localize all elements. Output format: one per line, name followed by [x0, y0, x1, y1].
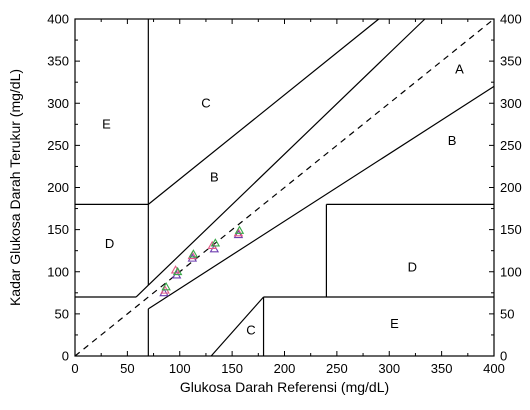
x-tick-label: 400 [483, 361, 505, 376]
data-point-s1-3 [207, 240, 217, 250]
zone-label-d-5: D [105, 236, 114, 251]
y-tick-label-right: 50 [500, 306, 514, 321]
x-tick-label: 50 [120, 361, 134, 376]
zone-label-b-2: B [210, 169, 219, 184]
zone-boundary-line-5 [147, 18, 380, 205]
x-tick-label: 350 [431, 361, 453, 376]
x-tick-label: 0 [71, 361, 78, 376]
x-tick-label: 200 [274, 361, 296, 376]
y-axis-title: Kadar Glukosa Darah Terukur (mg/dL) [7, 69, 23, 306]
y-tick-label-left: 250 [47, 138, 69, 153]
y-tick-label-left: 200 [47, 180, 69, 195]
y-tick-label-right: 150 [500, 222, 522, 237]
data-point-s2-2 [188, 249, 199, 258]
y-tick-label-right: 0 [500, 349, 507, 364]
zone-label-e-8: E [390, 316, 399, 331]
x-tick-label: 300 [378, 361, 400, 376]
y-tick-label-left: 50 [55, 306, 69, 321]
y-tick-label-right: 400 [500, 12, 522, 27]
identity-line [74, 18, 495, 357]
zone-boundary-line-7 [210, 296, 264, 357]
zone-boundaries [75, 18, 495, 357]
zone-label-e-7: E [102, 116, 111, 131]
y-tick-label-left: 100 [47, 264, 69, 279]
y-tick-label-right: 200 [500, 180, 522, 195]
zone-label-b-1: B [448, 133, 457, 148]
data-point-s2-0 [161, 282, 171, 291]
x-tick-label: 150 [221, 361, 243, 376]
identity-line-layer [74, 18, 495, 357]
data-point-s0-2 [187, 253, 198, 262]
data-points [159, 225, 245, 297]
x-tick-label: 250 [326, 361, 348, 376]
zone-boundary-line-1 [148, 85, 495, 310]
zone-labels: A B B C C D D E E [102, 62, 464, 338]
data-point-s1-1 [170, 265, 181, 274]
y-tick-label-right: 250 [500, 138, 522, 153]
zone-label-c-4: C [246, 323, 255, 338]
zone-boundary-line-3 [135, 284, 149, 298]
y-tick-label-left: 0 [62, 349, 69, 364]
y-tick-label-right: 100 [500, 264, 522, 279]
y-tick-label-left: 350 [47, 54, 69, 69]
data-point-s2-4 [234, 225, 245, 234]
zone-label-c-3: C [201, 95, 210, 110]
data-point-s0-4 [233, 229, 244, 239]
y-tick-label-left: 300 [47, 96, 69, 111]
y-tick-label-left: 400 [47, 12, 69, 27]
zone-boundary-line-12 [147, 18, 426, 286]
y-tick-label-right: 300 [500, 96, 522, 111]
x-tick-label: 100 [169, 361, 191, 376]
y-tick-label-right: 350 [500, 54, 522, 69]
data-point-s2-1 [172, 266, 183, 276]
data-point-s2-3 [210, 238, 221, 247]
x-axis-title: Glukosa Darah Referensi (mg/dL) [180, 379, 389, 395]
zone-label-a-0: A [455, 62, 464, 77]
y-tick-label-left: 150 [47, 222, 69, 237]
zone-label-d-6: D [408, 260, 417, 275]
